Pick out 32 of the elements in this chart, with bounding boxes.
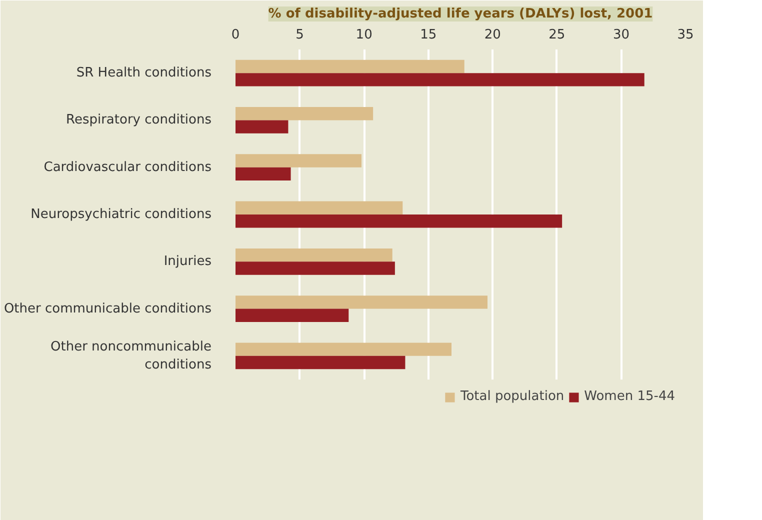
x-tick-label: 35 <box>677 28 694 42</box>
bar <box>236 342 452 356</box>
chart-title: % of disability-adjusted life years (DALYs) lost, 2001 <box>268 6 653 22</box>
bar <box>236 356 406 370</box>
x-tick-label: 10 <box>356 28 372 42</box>
y-tick-label: Injuries <box>164 254 212 270</box>
bar <box>236 154 362 168</box>
bar <box>236 296 488 309</box>
bar <box>236 214 562 228</box>
x-tick-label: 30 <box>612 28 630 42</box>
x-tick-label: 5 <box>296 28 304 42</box>
bar <box>236 107 374 120</box>
bar <box>236 308 349 322</box>
bar <box>236 120 288 134</box>
x-tick-label: 0 <box>231 28 240 42</box>
x-tick-label: 25 <box>548 28 566 42</box>
y-tick-label: SR Health conditions <box>76 66 212 81</box>
bar <box>236 73 644 86</box>
x-tick-label: 20 <box>484 28 501 42</box>
y-tick-label: Cardiovascular conditions <box>44 160 212 175</box>
x-tick-label: 15 <box>420 28 437 42</box>
y-tick-label: Other communicable conditions <box>4 301 212 316</box>
legend-label: Total population <box>460 389 564 404</box>
bar <box>236 201 403 214</box>
bar <box>236 167 291 181</box>
y-tick-label: Other noncommunicable conditions <box>50 339 212 372</box>
bar <box>236 262 395 275</box>
y-tick-label: Respiratory conditions <box>66 112 212 128</box>
y-tick-label: Neuropsychiatric conditions <box>30 207 212 222</box>
legend-label: Women 15-44 <box>584 389 675 404</box>
bar <box>236 60 464 74</box>
bar <box>236 248 392 262</box>
